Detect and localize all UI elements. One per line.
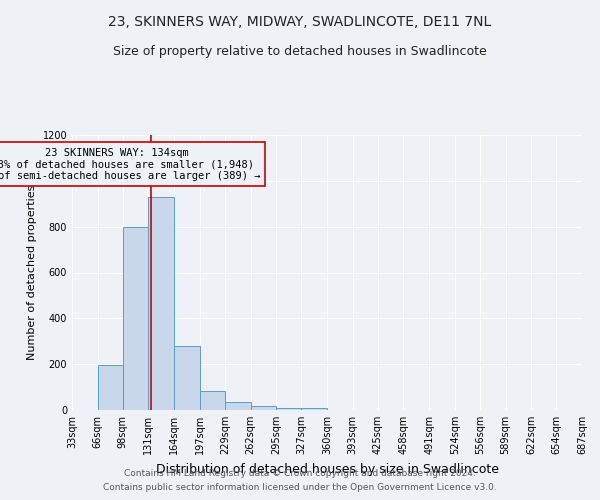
Bar — [200, 390, 225, 410]
Text: Contains HM Land Registry data © Crown copyright and database right 2024.: Contains HM Land Registry data © Crown c… — [124, 468, 476, 477]
Text: Contains public sector information licensed under the Open Government Licence v3: Contains public sector information licen… — [103, 484, 497, 492]
Bar — [98, 364, 122, 410]
Y-axis label: Number of detached properties: Number of detached properties — [27, 185, 37, 360]
Bar — [225, 402, 251, 410]
Bar — [277, 408, 301, 410]
Bar — [251, 406, 277, 410]
Text: Size of property relative to detached houses in Swadlincote: Size of property relative to detached ho… — [113, 45, 487, 58]
X-axis label: Distribution of detached houses by size in Swadlincote: Distribution of detached houses by size … — [155, 462, 499, 475]
Bar — [148, 197, 174, 410]
Text: 23, SKINNERS WAY, MIDWAY, SWADLINCOTE, DE11 7NL: 23, SKINNERS WAY, MIDWAY, SWADLINCOTE, D… — [109, 15, 491, 29]
Bar — [301, 408, 327, 410]
Bar — [174, 346, 200, 410]
Bar — [122, 226, 148, 410]
Text: 23 SKINNERS WAY: 134sqm
← 83% of detached houses are smaller (1,948)
17% of semi: 23 SKINNERS WAY: 134sqm ← 83% of detache… — [0, 148, 260, 181]
